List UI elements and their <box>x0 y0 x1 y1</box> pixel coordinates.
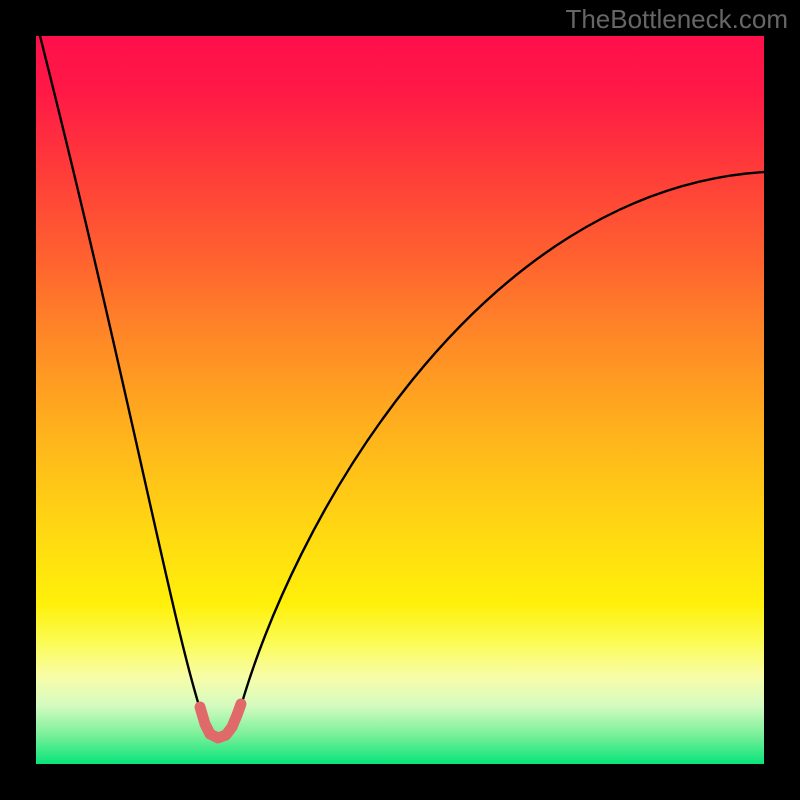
chart-root: TheBottleneck.com <box>0 0 800 800</box>
bottleneck-curve-chart <box>0 0 800 800</box>
watermark-text: TheBottleneck.com <box>565 4 788 35</box>
plot-area <box>36 36 764 764</box>
